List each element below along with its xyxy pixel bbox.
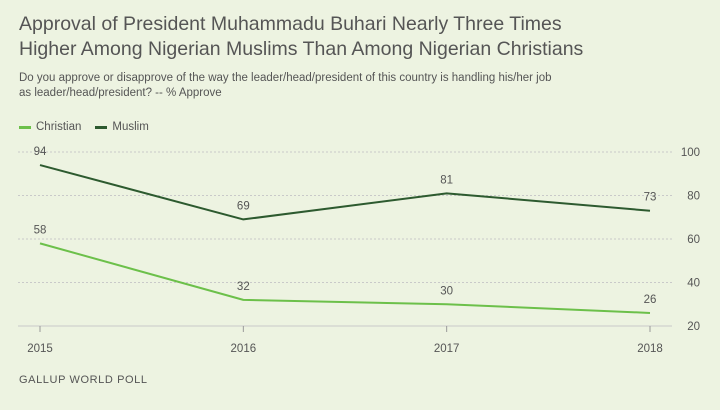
data-label-christian-2017: 30 bbox=[440, 285, 453, 297]
y-tick-label-100: 100 bbox=[681, 147, 700, 159]
legend-swatch-christian bbox=[19, 125, 31, 129]
legend-item-christian: Christian bbox=[19, 121, 81, 133]
legend-label-christian: Christian bbox=[36, 121, 82, 133]
chart-title-line-2: Higher Among Nigerian Muslims Than Among… bbox=[19, 38, 584, 60]
data-label-muslim-2015: 94 bbox=[34, 146, 47, 158]
legend-label-muslim: Muslim bbox=[112, 121, 149, 133]
chart-subtitle: Do you approve or disapprove of the way … bbox=[19, 71, 679, 101]
legend: Christian Muslim bbox=[19, 121, 163, 133]
series-line-christian bbox=[39, 242, 651, 314]
data-label-christian-2018: 26 bbox=[644, 294, 657, 306]
data-label-muslim-2018: 73 bbox=[644, 192, 657, 204]
chart-subtitle-line-2: as leader/head/president? -- % Approve bbox=[19, 87, 222, 99]
y-tick-label-20: 20 bbox=[687, 321, 700, 333]
chart-subtitle-line-1: Do you approve or disapprove of the way … bbox=[19, 72, 552, 84]
data-label-christian-2015: 58 bbox=[34, 224, 47, 236]
legend-swatch-muslim bbox=[95, 125, 108, 129]
data-label-muslim-2017: 81 bbox=[440, 174, 453, 186]
data-label-muslim-2016: 69 bbox=[237, 200, 250, 212]
data-label-christian-2016: 32 bbox=[237, 281, 250, 293]
chart-title: Approval of President Muhammadu Buhari N… bbox=[19, 12, 709, 62]
series-line-muslim bbox=[39, 164, 651, 221]
legend-item-muslim: Muslim bbox=[95, 121, 149, 133]
x-tick-label-2016: 2016 bbox=[231, 343, 257, 355]
x-tick-label-2018: 2018 bbox=[637, 343, 663, 355]
chart-title-line-1: Approval of President Muhammadu Buhari N… bbox=[19, 13, 562, 35]
y-tick-label-80: 80 bbox=[687, 191, 700, 203]
y-tick-label-60: 60 bbox=[687, 234, 700, 246]
x-tick-label-2017: 2017 bbox=[434, 343, 460, 355]
source-note: GALLUP WORLD POLL bbox=[19, 374, 148, 386]
y-tick-label-40: 40 bbox=[687, 278, 700, 290]
x-tick-label-2015: 2015 bbox=[27, 343, 53, 355]
